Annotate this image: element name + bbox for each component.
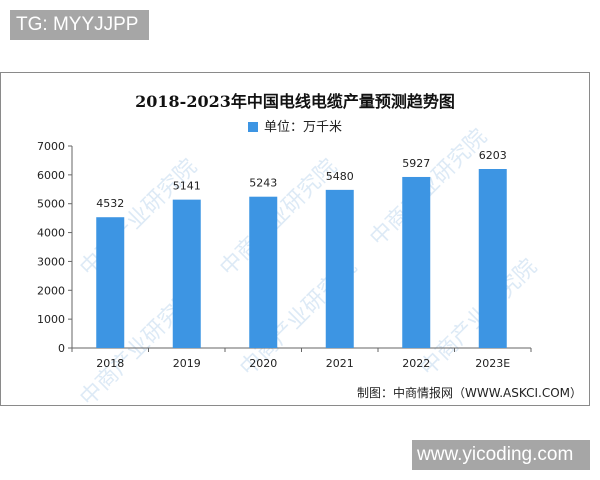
chart-title: 2018-2023年中国电线电缆产量预测趋势图 [135, 92, 455, 111]
legend-swatch [247, 122, 258, 132]
legend-label: 单位：万千米 [263, 120, 342, 135]
chart-source: 制图：中商情报网（WWW.ASKCI.COM） [357, 386, 582, 400]
top-watermark-tag: TG: MYYJJPP [10, 10, 149, 40]
chart-legend: 单位：万千米 [0, 116, 590, 135]
bottom-watermark-tag: www.yicoding.com [412, 440, 590, 470]
